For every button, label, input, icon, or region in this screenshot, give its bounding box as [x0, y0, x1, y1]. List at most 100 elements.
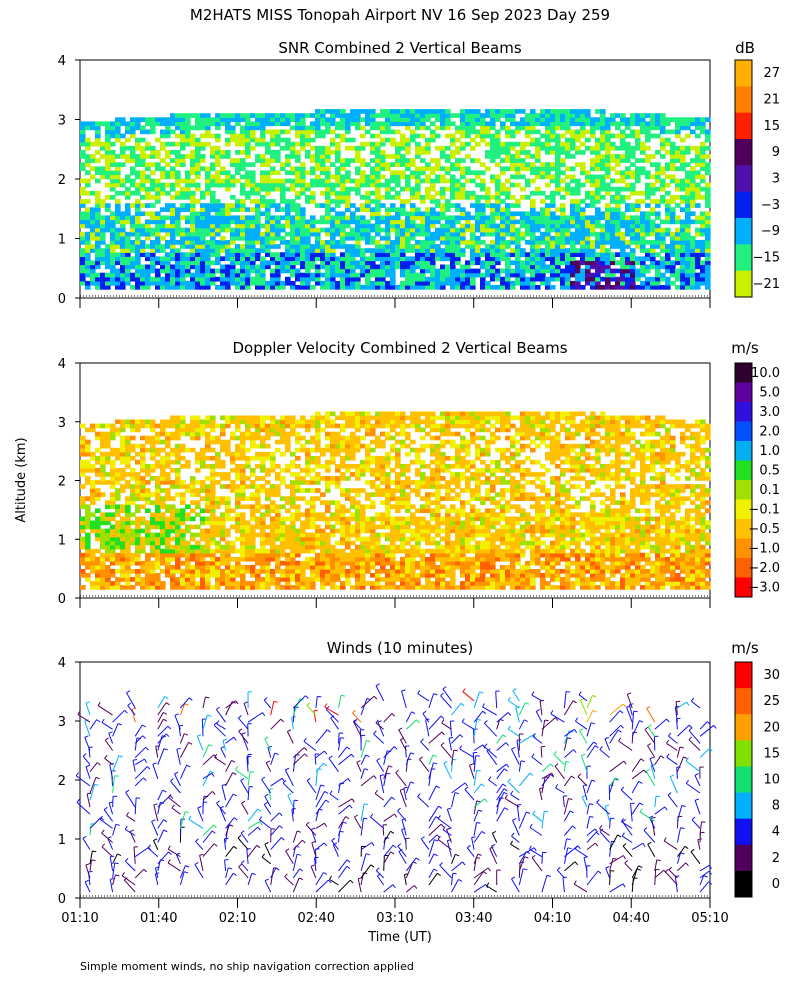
snr-cell — [305, 186, 311, 192]
snr-cell — [655, 223, 661, 229]
snr-cell — [110, 129, 116, 135]
snr-cell — [585, 121, 591, 127]
velocity-cell — [220, 560, 226, 566]
snr-cell — [355, 154, 361, 159]
velocity-cell — [105, 565, 111, 570]
snr-cell — [620, 117, 626, 122]
snr-cell — [355, 231, 361, 237]
snr-cell — [545, 244, 551, 249]
snr-cell — [680, 240, 686, 245]
snr-cell — [190, 195, 196, 200]
velocity-cell — [110, 472, 116, 477]
snr-cell — [295, 129, 301, 135]
snr-cell — [160, 260, 166, 266]
snr-cell — [580, 219, 586, 225]
snr-cell — [605, 170, 611, 176]
snr-cell — [460, 129, 466, 135]
snr-cell — [695, 276, 701, 282]
velocity-cell — [200, 508, 206, 514]
snr-cell — [330, 215, 336, 221]
snr-cell — [645, 121, 651, 127]
snr-cell — [560, 235, 566, 241]
snr-cell — [135, 137, 141, 143]
snr-cell — [150, 203, 156, 208]
snr-cell — [625, 195, 631, 200]
velocity-cell — [105, 569, 111, 574]
snr-cell — [515, 240, 521, 245]
snr-cell — [175, 219, 181, 225]
snr-cell — [630, 207, 636, 212]
snr-cell — [340, 260, 346, 266]
snr-cell — [590, 272, 596, 278]
snr-cell — [410, 280, 416, 286]
velocity-cell — [100, 532, 106, 538]
velocity-cell — [155, 476, 161, 481]
snr-cell — [275, 203, 281, 208]
velocity-cell — [175, 560, 181, 566]
snr-cell — [335, 260, 341, 266]
snr-cell — [630, 190, 636, 196]
velocity-cell — [165, 573, 171, 578]
snr-cell — [425, 227, 431, 233]
velocity-cell — [140, 443, 146, 449]
snr-cell — [670, 162, 676, 167]
snr-cell — [335, 272, 341, 278]
snr-cell — [180, 252, 186, 257]
snr-cell — [610, 178, 616, 184]
snr-cell — [270, 129, 276, 135]
y-axis-label: Altitude (km) — [14, 437, 29, 522]
velocity-cell — [175, 451, 181, 457]
velocity-cell — [145, 540, 151, 546]
snr-cell — [570, 121, 576, 127]
velocity-cell — [170, 508, 176, 514]
snr-cell — [690, 166, 696, 172]
snr-cell — [650, 154, 656, 159]
snr-cell — [565, 182, 571, 188]
snr-cell — [85, 260, 91, 266]
snr-cell — [210, 150, 216, 155]
snr-cell — [245, 150, 251, 155]
snr-cell — [410, 285, 416, 290]
snr-cell — [475, 215, 481, 221]
snr-cell — [280, 186, 286, 192]
snr-cell — [395, 174, 401, 180]
snr-cell — [415, 244, 421, 249]
velocity-cell — [170, 556, 176, 562]
velocity-cell — [170, 480, 176, 485]
snr-cell — [560, 223, 566, 229]
snr-cell — [590, 195, 596, 200]
snr-cell — [350, 203, 356, 208]
snr-cell — [425, 113, 431, 118]
snr-cell — [355, 125, 361, 131]
snr-cell — [380, 141, 386, 147]
snr-cell — [535, 211, 541, 217]
snr-cell — [365, 268, 371, 274]
snr-cell — [265, 141, 271, 147]
velocity-cell — [110, 569, 116, 574]
snr-cell — [105, 227, 111, 233]
velocity-cell — [205, 536, 211, 542]
colorbar-swatch — [735, 519, 752, 539]
snr-cell — [495, 235, 501, 241]
velocity-cell — [165, 569, 171, 574]
snr-cell — [515, 162, 521, 167]
snr-cell — [585, 231, 591, 237]
snr-cell — [155, 195, 161, 200]
snr-cell — [440, 125, 446, 131]
snr-cell — [135, 272, 141, 278]
snr-cell — [490, 211, 496, 217]
snr-cell — [230, 203, 236, 208]
snr-cell — [185, 117, 191, 122]
snr-cell — [605, 190, 611, 196]
velocity-cell — [90, 512, 96, 518]
snr-cell — [425, 260, 431, 266]
snr-cell — [615, 215, 621, 221]
snr-cell — [180, 244, 186, 249]
snr-cell — [200, 268, 206, 274]
velocity-cell — [195, 435, 201, 441]
snr-cell — [465, 244, 471, 249]
snr-cell — [705, 227, 711, 233]
snr-cell — [705, 285, 711, 290]
snr-cell — [560, 203, 566, 208]
velocity-cell — [175, 492, 181, 497]
